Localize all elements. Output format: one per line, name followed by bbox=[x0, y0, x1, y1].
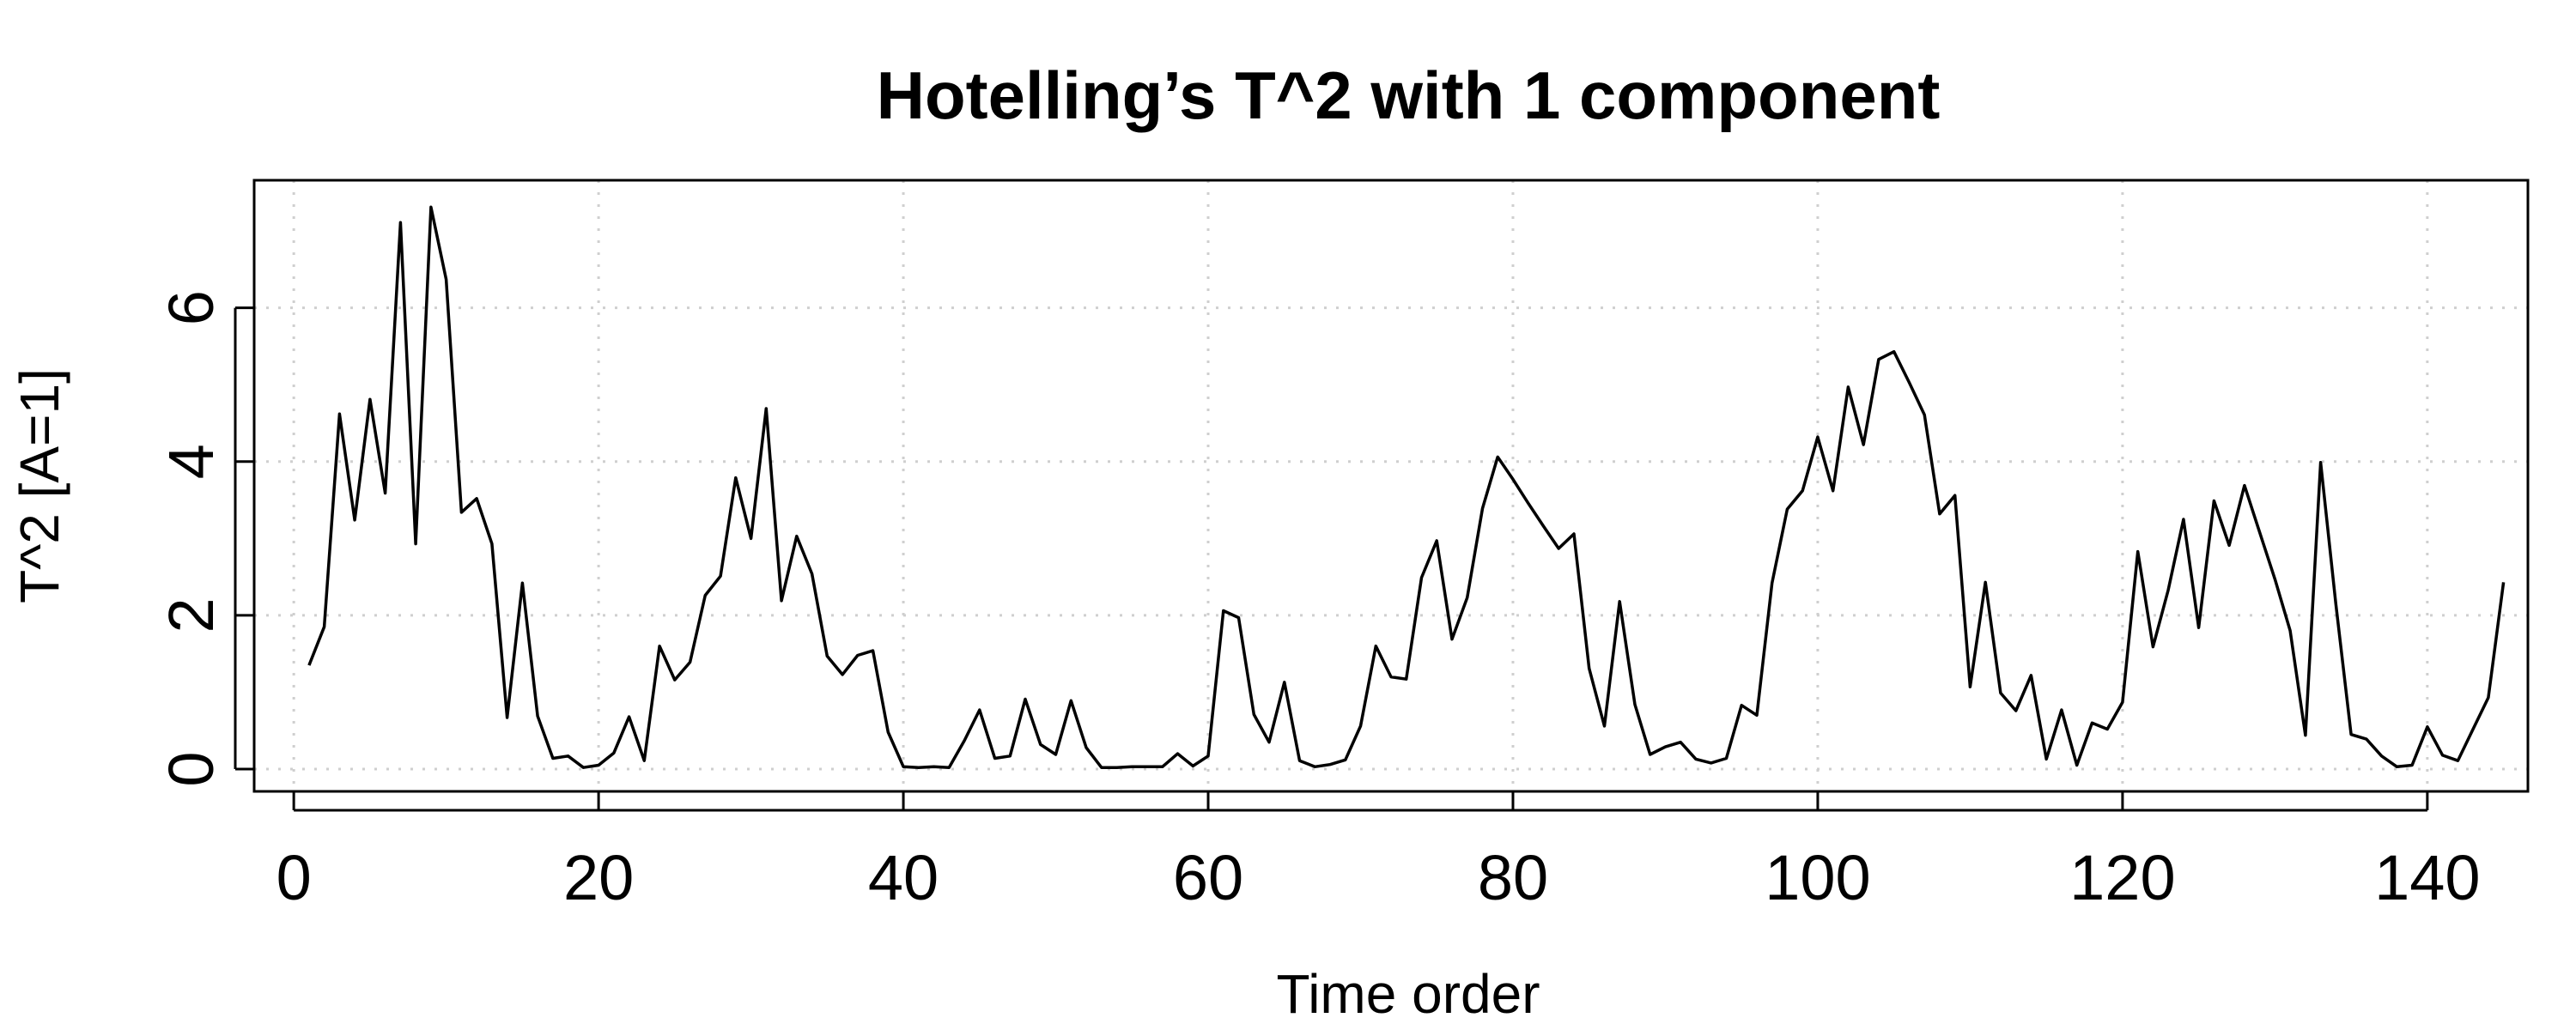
x-tick-label: 60 bbox=[1173, 842, 1243, 913]
plot-frame bbox=[252, 179, 2530, 793]
x-tick-label: 40 bbox=[868, 842, 939, 913]
x-axis: 0 20 40 60 80 100 120 140 bbox=[276, 791, 2481, 913]
y-axis: 0 2 4 6 bbox=[155, 290, 254, 787]
x-tick-label: 20 bbox=[563, 842, 634, 913]
x-axis-label: Time order bbox=[1276, 963, 1540, 1025]
t2-series-line bbox=[307, 205, 2506, 769]
y-tick-label: 4 bbox=[155, 444, 227, 479]
x-tick-label: 100 bbox=[1765, 842, 1870, 913]
y-axis-label: T^2 [A=1] bbox=[9, 368, 70, 603]
y-tick-label: 0 bbox=[155, 751, 227, 786]
x-tick-label: 0 bbox=[276, 842, 312, 913]
y-tick-label: 6 bbox=[155, 290, 227, 325]
chart-title: Hotelling’s T^2 with 1 component bbox=[877, 58, 1941, 133]
x-tick-label: 120 bbox=[2069, 842, 2175, 913]
x-tick-label: 140 bbox=[2374, 842, 2480, 913]
grid bbox=[254, 180, 2528, 791]
y-tick-label: 2 bbox=[155, 597, 227, 633]
x-tick-label: 80 bbox=[1478, 842, 1548, 913]
